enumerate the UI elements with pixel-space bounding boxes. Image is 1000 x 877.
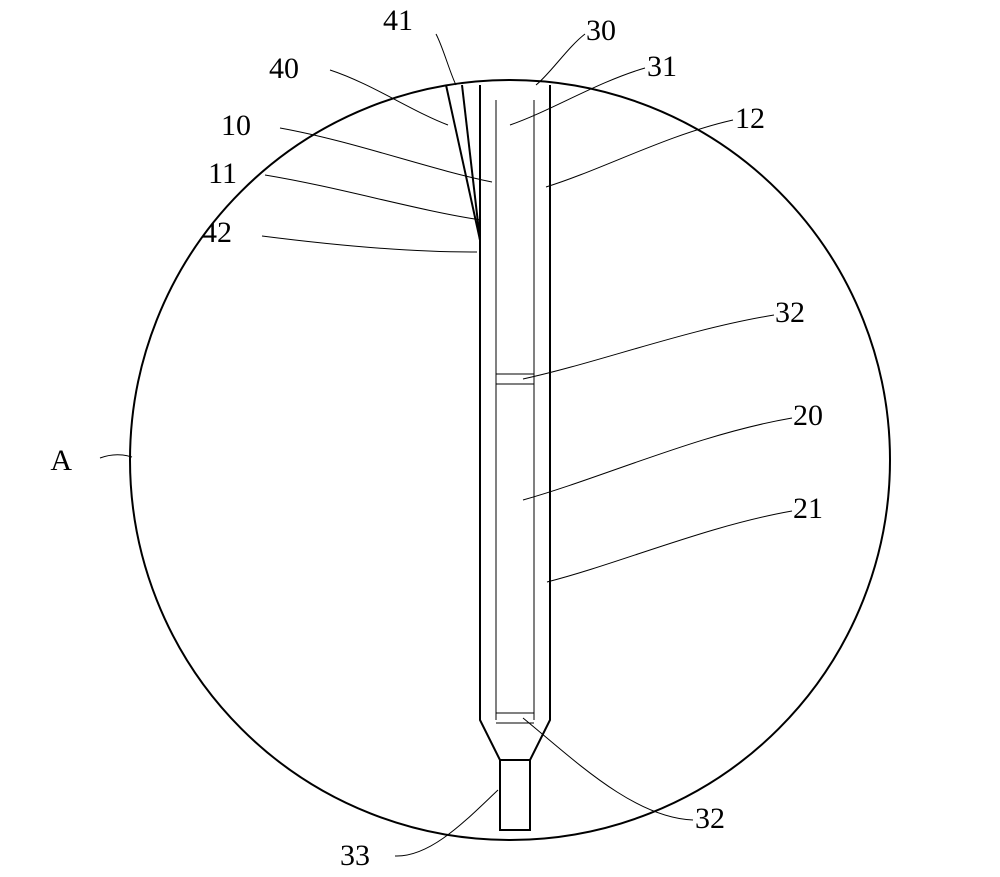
- label-32b: 32: [695, 802, 725, 835]
- label-20: 20: [793, 399, 823, 432]
- leader-41: [436, 34, 456, 85]
- leader-11: [265, 175, 481, 220]
- leader-20: [523, 418, 792, 500]
- left-flare-inner: [462, 85, 480, 240]
- label-30: 30: [586, 14, 616, 47]
- leader-30: [536, 34, 585, 85]
- label-41: 41: [383, 4, 413, 37]
- leader-21: [547, 511, 792, 582]
- label-10: 10: [221, 109, 251, 142]
- label-A: A: [50, 444, 72, 477]
- leader-42: [262, 236, 477, 252]
- label-40: 40: [269, 52, 299, 85]
- central-body-outline: [480, 85, 550, 830]
- leader-31: [510, 68, 645, 125]
- detail-circle: [130, 80, 890, 840]
- label-12: 12: [735, 102, 765, 135]
- leader-12: [546, 120, 733, 187]
- label-42: 42: [202, 216, 232, 249]
- label-21: 21: [793, 492, 823, 525]
- leader-32b: [523, 718, 693, 820]
- label-31: 31: [647, 50, 677, 83]
- leader-33: [395, 790, 498, 856]
- leader-A: [100, 455, 132, 458]
- leader-32: [523, 315, 774, 379]
- label-32: 32: [775, 296, 805, 329]
- label-33: 33: [340, 839, 370, 872]
- label-11: 11: [208, 157, 237, 190]
